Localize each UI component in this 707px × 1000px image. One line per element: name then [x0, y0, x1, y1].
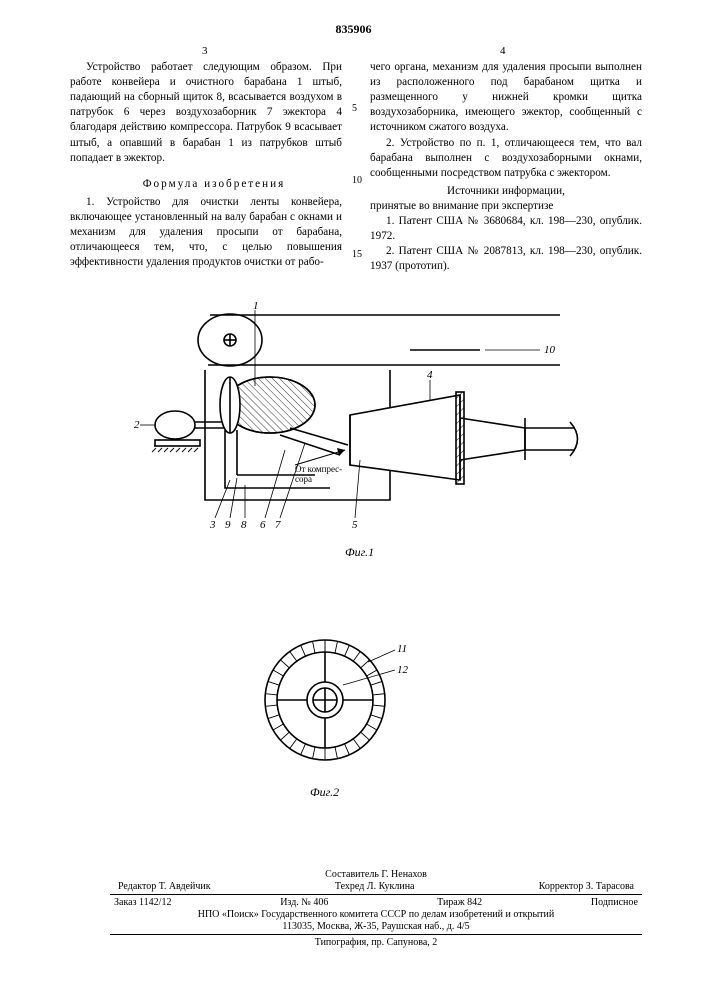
claim-2: 2. Устройство по п. 1, отличающееся тем,… [370, 136, 642, 181]
callout-11: 11 [397, 643, 407, 655]
typography: Типография, пр. Сапунова, 2 [110, 937, 642, 948]
callout-7: 7 [275, 519, 281, 531]
left-column: Устройство работает следующим образом. П… [70, 60, 342, 270]
fig1-label: Фиг.1 [345, 545, 374, 560]
order: Заказ 1142/12 [114, 897, 171, 908]
sources-heading: Источники информации, [370, 184, 642, 199]
divider [110, 894, 642, 895]
page-num-left: 3 [202, 45, 208, 57]
izd: Изд. № 406 [280, 897, 328, 908]
claim-1-cont: чего органа, механизм для удаления просы… [370, 60, 642, 136]
margin-5: 5 [352, 103, 357, 114]
footer: Составитель Г. Ненахов Редактор Т. Авдей… [110, 868, 642, 948]
claim-1: 1. Устройство для очистки ленты конвейер… [70, 195, 342, 271]
page-num-right: 4 [500, 45, 506, 57]
margin-15: 15 [352, 249, 362, 260]
callout-8: 8 [241, 519, 247, 531]
svg-text:сора: сора [295, 474, 312, 484]
source-2: 2. Патент США № 2087813, кл. 198—230, оп… [370, 244, 642, 274]
callout-2: 2 [134, 419, 140, 431]
callout-4: 4 [427, 369, 433, 381]
right-column: чего органа, механизм для удаления просы… [370, 60, 642, 275]
subscr: Подписное [591, 897, 638, 908]
org: НПО «Поиск» Государственного комитета СС… [110, 909, 642, 920]
operation-text: Устройство работает следующим образом. П… [70, 60, 342, 166]
source-1: 1. Патент США № 3680684, кл. 198—230, оп… [370, 214, 642, 244]
address: 113035, Москва, Ж-35, Раушская наб., д. … [110, 921, 642, 932]
sources-sub: принятые во внимание при экспертизе [370, 199, 642, 214]
fig2-label: Фиг.2 [310, 785, 339, 800]
formula-heading: Формула изобретения [70, 177, 342, 192]
compressor-label: От компрес- [295, 464, 342, 474]
callout-6: 6 [260, 519, 266, 531]
editor: Редактор Т. Авдейчик [118, 881, 211, 892]
tech: Техред Л. Куклина [335, 881, 415, 892]
divider-2 [110, 934, 642, 935]
callout-9: 9 [225, 519, 231, 531]
callout-5: 5 [352, 519, 358, 531]
compiler: Составитель Г. Ненахов [110, 869, 642, 880]
corrector: Корректор З. Тарасова [539, 881, 634, 892]
callout-1: 1 [253, 300, 259, 312]
figure-1: 2 1 3 9 8 6 7 5 4 10 От компрес- сора [130, 300, 590, 560]
callout-12: 12 [397, 664, 409, 676]
margin-10: 10 [352, 175, 362, 186]
figure-2: 11 12 [240, 615, 410, 785]
callout-10: 10 [544, 344, 556, 356]
tirage: Тираж 842 [437, 897, 482, 908]
patent-number: 835906 [0, 22, 707, 37]
callout-3: 3 [209, 519, 216, 531]
